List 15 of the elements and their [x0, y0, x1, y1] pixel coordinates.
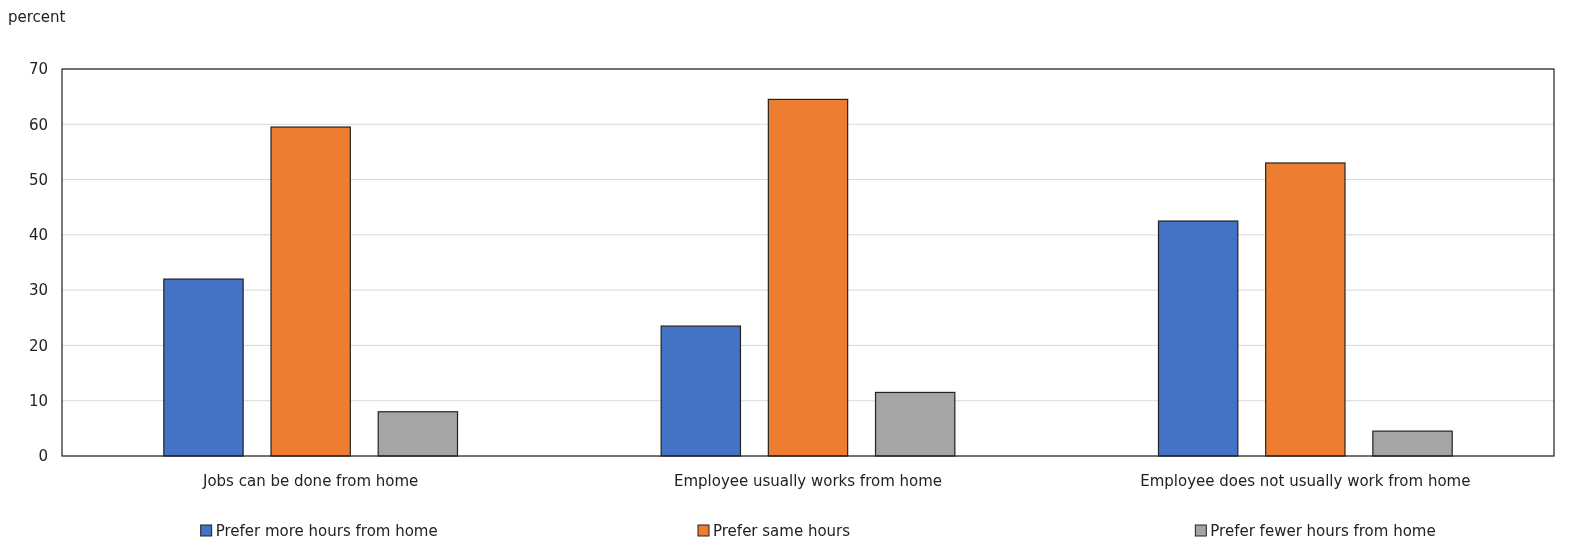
y-tick-label: 30 — [28, 281, 48, 300]
y-tick-label: 20 — [28, 336, 48, 355]
y-tick-label: 70 — [28, 60, 48, 79]
legend-label: Prefer more hours from home — [215, 522, 438, 540]
y-tick-label: 10 — [28, 391, 48, 410]
y-tick-label: 60 — [28, 115, 48, 134]
x-tick-label: Employee does not usually work from home — [1140, 472, 1471, 490]
y-tick-label: 50 — [28, 170, 48, 189]
y-tick-label: 40 — [28, 226, 48, 245]
legend-label: Prefer same hours — [713, 522, 851, 540]
y-axis-title: percent — [8, 8, 66, 26]
legend-label: Prefer fewer hours from home — [1210, 522, 1436, 540]
y-tick-label: 0 — [38, 447, 48, 466]
x-tick-label: Jobs can be done from home — [201, 472, 419, 490]
x-tick-label: Employee usually works from home — [673, 472, 943, 490]
